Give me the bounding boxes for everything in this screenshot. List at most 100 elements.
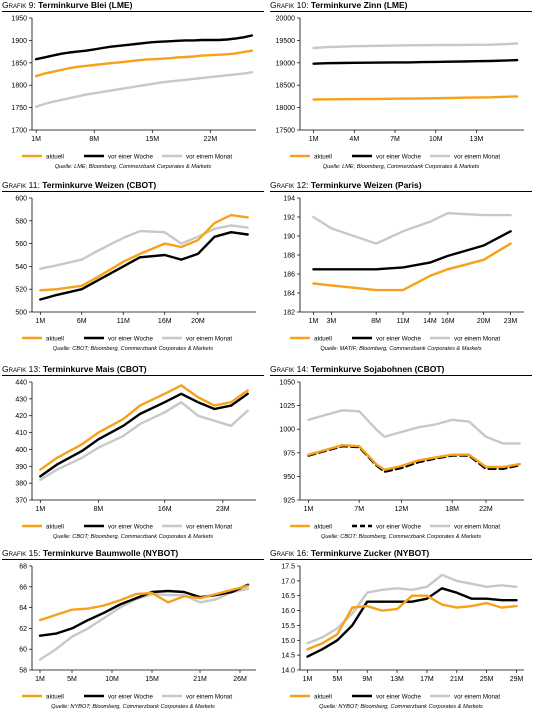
- legend-label-aktuell: aktuell: [46, 694, 64, 701]
- y-tick-label: 540: [15, 264, 27, 271]
- grafik-number: Grafik 13: [2, 364, 39, 374]
- series-line-vor-einem-monat: [312, 212, 512, 245]
- y-tick-label: 1750: [11, 105, 27, 112]
- x-tick-label: 23M: [504, 318, 518, 325]
- y-tick-label: 14.5: [281, 653, 295, 660]
- x-tick-label: 15M: [145, 676, 159, 683]
- x-tick-label: 20M: [191, 318, 205, 325]
- source-note: Quelle: CBOT; Bloomberg, Commerzbank Cor…: [53, 534, 213, 540]
- y-tick-label: 430: [15, 396, 27, 403]
- y-tick-label: 1025: [279, 403, 295, 410]
- series-line-vor-einer-woche: [39, 392, 249, 478]
- title-rule: [2, 559, 264, 560]
- x-tick-label: 1M: [303, 676, 313, 683]
- series-line-vor-einem-monat: [39, 401, 249, 482]
- x-tick-label: 1M: [35, 318, 45, 325]
- y-tick-label: 15.5: [281, 623, 295, 630]
- x-tick-label: 13M: [470, 136, 484, 143]
- chart-panel-weizen-cbot: Grafik 11: Terminkurve Weizen (CBOT) 500 5…: [2, 180, 264, 360]
- y-tick-label: 14.0: [281, 668, 295, 675]
- x-tick-label: 29M: [510, 676, 524, 683]
- legend-label-aktuell: aktuell: [46, 336, 64, 343]
- y-tick-label: 66: [19, 584, 27, 591]
- chart-title-text: Terminkurve Zinn (LME): [310, 0, 408, 10]
- source-note: Quelle: CBOT; Bloomberg, Commerzbank Cor…: [321, 534, 481, 540]
- y-tick-label: 1900: [11, 38, 27, 45]
- chart-title-text: Terminkurve Baumwolle (NYBOT): [42, 548, 179, 558]
- x-tick-label: 15M: [145, 136, 159, 143]
- chart-title: Grafik 15: Terminkurve Baumwolle (NYBOT): [2, 548, 178, 558]
- series-line-aktuell: [39, 384, 249, 471]
- chart-title: Grafik 16: Terminkurve Zucker (NYBOT): [270, 548, 429, 558]
- x-tick-label: 8M: [94, 506, 104, 513]
- y-tick-label: 16.0: [281, 608, 295, 615]
- x-tick-label: 1M: [35, 676, 45, 683]
- y-tick-label: 600: [15, 196, 27, 203]
- x-tick-label: 8M: [371, 318, 381, 325]
- y-tick-label: 188: [283, 253, 295, 260]
- series-line-vor-einer-woche: [312, 58, 519, 65]
- y-tick-label: 18500: [276, 83, 296, 90]
- chart-title-text: Terminkurve Mais (CBOT): [42, 364, 147, 374]
- x-tick-label: 6M: [77, 318, 87, 325]
- series-line-aktuell: [312, 242, 512, 292]
- source-note: Quelle: LME; Bloomberg, Commerzbank Corp…: [54, 164, 212, 170]
- y-tick-label: 420: [15, 413, 27, 420]
- y-tick-label: 186: [283, 272, 295, 279]
- x-tick-label: 11M: [117, 318, 130, 325]
- x-tick-label: 1M: [309, 318, 319, 325]
- series-line-vor-einem-monat: [307, 409, 522, 445]
- series-line-vor-einem-monat: [38, 587, 250, 661]
- chart-title-text: Terminkurve Blei (LME): [38, 0, 133, 10]
- chart-title-text: Terminkurve Sojabohnen (CBOT): [310, 364, 445, 374]
- legend-label-vor-einem-monat: vor einem Monat: [454, 694, 500, 701]
- y-tick-label: 1800: [11, 83, 27, 90]
- title-rule: [2, 191, 264, 192]
- legend-label-vor-einer-woche: vor einer Woche: [376, 154, 421, 161]
- chart-panel-weizen-paris: Grafik 12: Terminkurve Weizen (Paris) 182…: [270, 180, 532, 360]
- title-separator: :: [306, 180, 311, 190]
- legend-label-vor-einem-monat: vor einem Monat: [454, 336, 500, 343]
- chart-title: Grafik 10: Terminkurve Zinn (LME): [270, 0, 408, 10]
- legend-label-vor-einem-monat: vor einem Monat: [186, 694, 232, 701]
- legend-label-vor-einer-woche: vor einer Woche: [376, 524, 421, 531]
- legend-label-aktuell: aktuell: [46, 154, 64, 161]
- series-line-vor-einer-woche: [312, 230, 512, 271]
- x-tick-label: 16M: [158, 318, 172, 325]
- line-chart: 58 60 62 64 66 68 1M 5M 10M 15M 21M 26M aktuell vor e…: [19, 564, 256, 701]
- source-note: Quelle: LME; Bloomberg, Commerzbank Corp…: [322, 164, 480, 170]
- x-tick-label: 23M: [216, 506, 230, 513]
- series-line-aktuell: [307, 443, 522, 472]
- x-tick-label: 14M: [423, 318, 437, 325]
- grafik-number: Grafik 14: [270, 364, 307, 374]
- x-tick-label: 16M: [158, 506, 172, 513]
- line-chart: 925 950 975 1000 1025 1050 1M 7M 12M 18M 22M aktuel…: [279, 380, 524, 531]
- series-line-aktuell: [34, 49, 254, 78]
- title-rule: [270, 559, 532, 560]
- title-rule: [2, 375, 264, 376]
- x-tick-label: 1M: [309, 136, 319, 143]
- series-line-vor-einer-woche: [34, 34, 254, 61]
- x-tick-label: 11M: [396, 318, 409, 325]
- x-tick-label: 25M: [480, 676, 494, 683]
- y-tick-label: 380: [15, 481, 27, 488]
- y-tick-label: 60: [19, 647, 27, 654]
- y-tick-label: 410: [15, 430, 27, 437]
- x-tick-label: 7M: [354, 506, 364, 513]
- y-tick-label: 370: [15, 498, 27, 505]
- line-chart: 500 520 540 560 580 600 1M 6M 11M 16M 20M aktuell vo…: [15, 196, 256, 343]
- chart-title: Grafik 14: Terminkurve Sojabohnen (CBOT): [270, 364, 444, 374]
- y-tick-label: 15.0: [281, 638, 295, 645]
- x-tick-label: 20M: [477, 318, 491, 325]
- chart-title: Grafik 13: Terminkurve Mais (CBOT): [2, 364, 147, 374]
- y-tick-label: 1950: [11, 16, 27, 23]
- chart-panel-zinn: Grafik 10: Terminkurve Zinn (LME) 17500 18…: [270, 0, 532, 178]
- x-tick-label: 13M: [390, 676, 404, 683]
- x-tick-label: 22M: [204, 136, 218, 143]
- grafik-number: Grafik 16: [270, 548, 307, 558]
- y-tick-label: 950: [283, 474, 295, 481]
- series-line-vor-einer-woche: [39, 231, 249, 301]
- x-tick-label: 21M: [450, 676, 464, 683]
- grafik-number: Grafik 15: [2, 548, 39, 558]
- x-tick-label: 3M: [326, 318, 336, 325]
